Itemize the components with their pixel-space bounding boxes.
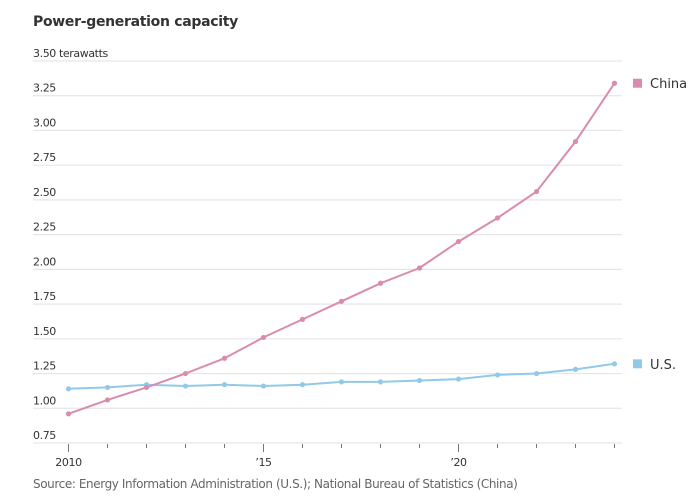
data-point-us — [260, 383, 267, 389]
series-us — [65, 361, 618, 392]
data-point-china — [182, 370, 189, 377]
data-point-us — [299, 382, 306, 388]
data-point-china — [494, 215, 501, 221]
data-point-china — [221, 355, 228, 361]
data-point-us — [65, 386, 72, 392]
y-tick-label: 3.50 terawatts — [33, 47, 108, 60]
legend-swatch — [633, 359, 642, 369]
data-point-china — [65, 411, 72, 417]
x-tick-label: ’15 — [255, 456, 272, 469]
series-lines — [65, 80, 618, 417]
series-line-china — [68, 82, 616, 415]
data-point-china — [533, 188, 540, 195]
y-tick-label: 2.50 — [33, 186, 56, 199]
legend-swatch — [633, 78, 642, 88]
legend-label: U.S. — [650, 358, 676, 373]
legend-item-china: China — [633, 77, 687, 92]
data-point-us — [533, 370, 540, 377]
y-tick-label: 2.00 — [33, 255, 56, 268]
data-point-china — [104, 397, 111, 403]
data-point-us — [611, 361, 618, 367]
series-china — [65, 80, 618, 417]
data-point-china — [299, 316, 306, 322]
x-axis: 2010 ’15 ’20 — [55, 444, 615, 469]
data-point-china — [455, 238, 462, 245]
y-tick-label: 0.75 — [33, 429, 56, 442]
data-point-us — [338, 379, 345, 385]
data-point-china — [572, 138, 579, 145]
y-axis-labels: 0.75 1.00 1.25 1.50 1.75 2.00 2.25 2.50 2.75 3.00… — [33, 47, 109, 442]
data-point-us — [572, 366, 579, 372]
y-tick-label: 1.25 — [33, 360, 56, 373]
y-tick-label: 1.75 — [33, 290, 56, 303]
data-point-china — [260, 334, 267, 341]
legend-label: China — [650, 77, 687, 92]
data-point-us — [182, 383, 189, 389]
x-tick-label: ’20 — [450, 456, 467, 469]
y-tick-label: 3.00 — [33, 116, 56, 129]
data-point-us — [455, 376, 462, 382]
x-tick-label: 2010 — [55, 456, 82, 469]
legend-item-us: U.S. — [633, 358, 676, 373]
data-point-china — [416, 265, 423, 271]
data-point-china — [143, 384, 150, 391]
legend: U.S. China — [633, 77, 687, 373]
y-tick-label: 1.50 — [33, 325, 56, 338]
y-tick-label: 2.25 — [33, 221, 56, 234]
y-tick-label: 1.00 — [33, 394, 56, 407]
data-point-china — [611, 80, 618, 86]
data-point-us — [416, 377, 423, 384]
data-point-china — [338, 298, 345, 304]
data-point-us — [377, 379, 384, 385]
data-point-us — [221, 382, 228, 388]
data-point-us — [104, 384, 111, 391]
data-point-china — [377, 280, 384, 286]
chart-title: Power-generation capacity — [33, 14, 238, 30]
data-point-us — [494, 372, 501, 378]
y-tick-label: 2.75 — [33, 151, 56, 164]
source-note: Source: Energy Information Administratio… — [33, 477, 518, 491]
y-tick-label: 3.25 — [33, 82, 56, 95]
